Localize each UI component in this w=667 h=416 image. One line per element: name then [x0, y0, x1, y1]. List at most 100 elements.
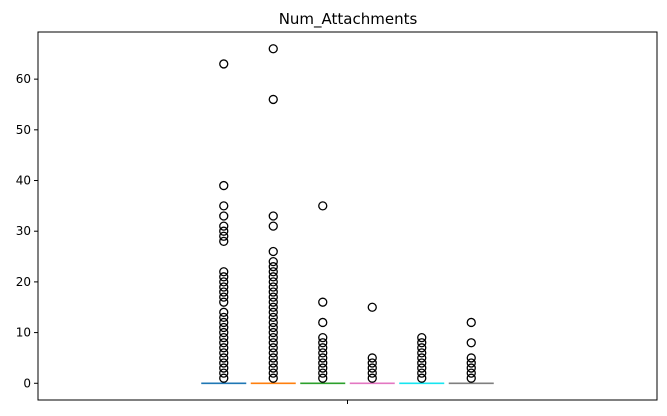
outlier-point	[268, 262, 278, 272]
y-tick-label: 10	[16, 326, 31, 340]
outlier-point	[268, 343, 278, 353]
box-series-4	[349, 302, 395, 385]
outlier-point	[219, 201, 229, 211]
outlier-point	[367, 358, 377, 368]
outlier-point	[268, 292, 278, 302]
outlier-point	[219, 333, 229, 343]
outlier-point	[466, 338, 476, 348]
chart-title: Num_Attachments	[279, 10, 418, 29]
outlier-point	[219, 59, 229, 69]
outlier-point	[268, 368, 278, 378]
outlier-point	[466, 363, 476, 373]
outlier-point	[268, 373, 278, 383]
outlier-point	[367, 302, 377, 312]
outlier-point	[318, 373, 328, 383]
outlier-point	[219, 180, 229, 191]
outlier-point	[268, 282, 278, 292]
outlier-point	[219, 267, 229, 277]
outlier-point	[268, 322, 278, 333]
outlier-point	[219, 368, 229, 378]
outlier-point	[318, 348, 328, 358]
axes-frame	[37, 31, 658, 401]
outlier-point	[219, 231, 229, 241]
outlier-point	[367, 368, 377, 378]
y-tick-label: 30	[16, 224, 31, 238]
outlier-point	[318, 363, 328, 373]
outlier-point	[268, 333, 278, 343]
outlier-point	[268, 353, 278, 363]
y-tick-label: 20	[16, 275, 31, 289]
outlier-point	[268, 256, 278, 267]
outlier-point	[318, 343, 328, 353]
outlier-point	[268, 277, 278, 287]
outlier-point	[417, 348, 427, 358]
outlier-point	[318, 353, 328, 363]
outlier-point	[367, 363, 377, 373]
outlier-point	[268, 317, 278, 328]
outlier-point	[219, 327, 229, 338]
outlier-point	[219, 292, 229, 302]
box-series-3	[300, 201, 346, 385]
outlier-point	[219, 322, 229, 333]
outlier-point	[219, 317, 229, 328]
outlier-point	[466, 358, 476, 368]
outlier-point	[268, 44, 278, 54]
outlier-point	[219, 348, 229, 358]
outlier-point	[466, 353, 476, 363]
outlier-point	[219, 277, 229, 287]
box-series-2	[250, 44, 296, 385]
outlier-point	[417, 363, 427, 373]
outlier-point	[268, 327, 278, 338]
outlier-point	[268, 297, 278, 307]
outlier-point	[318, 368, 328, 378]
outlier-point	[417, 368, 427, 378]
outlier-point	[268, 302, 278, 312]
outlier-point	[268, 338, 278, 348]
outlier-point	[219, 358, 229, 368]
outlier-point	[219, 211, 229, 221]
outlier-point	[318, 358, 328, 368]
outlier-point	[268, 94, 278, 105]
y-tick-label: 60	[16, 72, 31, 86]
outlier-point	[417, 343, 427, 353]
outlier-point	[268, 211, 278, 221]
outlier-point	[268, 221, 278, 231]
outlier-point	[268, 363, 278, 373]
outlier-point	[318, 297, 328, 307]
outlier-point	[268, 246, 278, 257]
outlier-point	[268, 272, 278, 282]
outlier-point	[219, 282, 229, 292]
outlier-point	[219, 287, 229, 297]
outlier-point	[417, 338, 427, 348]
outlier-point	[219, 221, 229, 231]
outlier-point	[417, 353, 427, 363]
outlier-point	[219, 297, 229, 307]
outlier-point	[367, 373, 377, 383]
outlier-point	[466, 368, 476, 378]
outlier-point	[219, 226, 229, 236]
outlier-point	[219, 272, 229, 282]
box-series-1	[201, 59, 247, 385]
outlier-point	[268, 267, 278, 277]
outlier-point	[318, 201, 328, 211]
outlier-point	[219, 353, 229, 363]
outlier-point	[268, 348, 278, 358]
outlier-point	[367, 353, 377, 363]
outlier-point	[219, 312, 229, 323]
y-tick-label: 0	[23, 376, 31, 390]
outlier-point	[466, 317, 476, 328]
outlier-point	[219, 236, 229, 246]
y-tick-label: 40	[16, 174, 31, 188]
y-tick-label: 50	[16, 123, 31, 137]
outlier-point	[417, 333, 427, 343]
outlier-point	[466, 373, 476, 383]
outlier-point	[219, 373, 229, 383]
outlier-point	[219, 338, 229, 348]
outlier-point	[318, 317, 328, 328]
outlier-point	[318, 333, 328, 343]
outlier-point	[268, 287, 278, 297]
outlier-point	[268, 307, 278, 317]
outlier-point	[219, 307, 229, 317]
box-series-6	[448, 317, 494, 385]
